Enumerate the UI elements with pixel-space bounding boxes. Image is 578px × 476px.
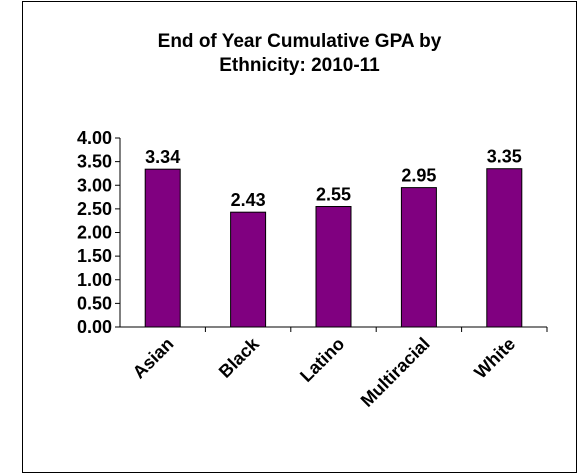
x-tick-label: Asian (129, 334, 178, 383)
data-label: 3.34 (145, 147, 180, 167)
chart-frame: End of Year Cumulative GPA by Ethnicity:… (22, 1, 577, 473)
data-label: 2.43 (231, 190, 266, 210)
chart-title: End of Year Cumulative GPA by Ethnicity:… (23, 30, 576, 78)
y-tick-label: 3.00 (77, 175, 112, 195)
x-tick-label: Multiracial (357, 334, 434, 411)
bar-white (486, 168, 523, 328)
x-tick-label: Black (215, 333, 264, 382)
y-tick-label: 2.50 (77, 199, 112, 219)
x-tick-label: Latino (296, 334, 348, 386)
bar-black (230, 211, 267, 328)
data-label: 2.55 (316, 185, 351, 205)
chart-title-line-2: Ethnicity: 2010-11 (219, 55, 380, 76)
data-label: 3.35 (487, 147, 522, 167)
y-tick-label: 0.00 (77, 317, 112, 337)
bar-multiracial (400, 187, 437, 328)
chart-title-line-1: End of Year Cumulative GPA by (157, 31, 442, 52)
y-tick-label: 2.00 (77, 223, 112, 243)
y-tick-label: 1.00 (77, 270, 112, 290)
bar-latino (315, 206, 352, 328)
bar-asian (144, 168, 181, 328)
y-tick-label: 1.50 (77, 246, 112, 266)
y-tick-label: 4.00 (77, 128, 112, 148)
data-label: 2.95 (401, 166, 436, 186)
y-tick-label: 0.50 (77, 293, 112, 313)
y-tick-label: 3.50 (77, 152, 112, 172)
x-tick-label: White (470, 334, 519, 383)
